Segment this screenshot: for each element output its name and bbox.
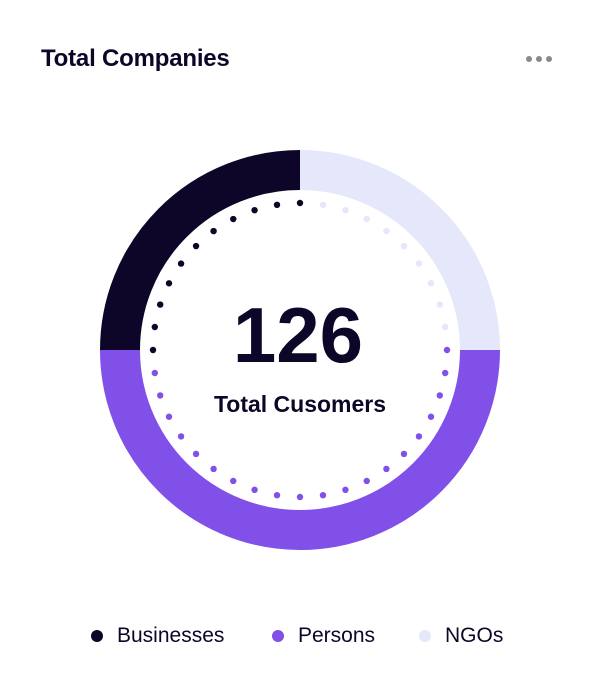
segment-businesses[interactable] xyxy=(100,150,301,351)
ring-dot xyxy=(342,206,349,214)
ring-dot xyxy=(400,242,408,250)
ring-dot xyxy=(177,260,185,267)
ring-dot xyxy=(177,433,185,440)
ring-dot xyxy=(319,201,327,209)
center-value: 126 xyxy=(233,291,363,379)
ring-dot xyxy=(427,280,435,287)
legend-item-businesses[interactable]: Businesses xyxy=(91,624,224,648)
ring-dot xyxy=(230,215,237,223)
ring-dot xyxy=(296,493,304,501)
ring-dot xyxy=(441,323,449,331)
ring-dot xyxy=(342,486,349,494)
ring-dot xyxy=(156,392,164,399)
ring-dot xyxy=(273,201,281,209)
ring-dot xyxy=(319,491,327,499)
segment-ngos[interactable] xyxy=(299,150,500,351)
ring-dot xyxy=(363,477,370,485)
legend-dot xyxy=(419,630,431,642)
legend-item-ngos[interactable]: NGOs xyxy=(419,624,503,648)
more-options-icon[interactable] xyxy=(526,52,554,66)
ring-dot xyxy=(383,227,390,235)
ring-dot xyxy=(383,465,390,473)
ring-dot xyxy=(436,392,444,399)
ring-dot xyxy=(151,323,159,331)
center-label: Total Cusomers xyxy=(214,391,386,417)
legend-label: NGOs xyxy=(445,624,504,647)
legend-item-persons[interactable]: Persons xyxy=(272,624,375,648)
ring-dot xyxy=(415,433,423,440)
ring-dot xyxy=(296,199,304,207)
ring-dot xyxy=(251,206,258,214)
ring-dot xyxy=(273,491,281,499)
card-title: Total Companies xyxy=(41,45,230,72)
ring-dot xyxy=(400,450,408,458)
legend-label: Persons xyxy=(298,624,376,647)
legend: Businesses Persons NGOs xyxy=(0,624,600,654)
ring-dot xyxy=(149,346,157,354)
ring-dot xyxy=(192,450,200,458)
ring-dot xyxy=(156,301,164,308)
ring-dot xyxy=(251,486,258,494)
ring-dot xyxy=(415,260,423,267)
ring-dot xyxy=(165,280,173,287)
legend-dot xyxy=(272,630,284,642)
ring-dot xyxy=(441,369,449,377)
segment-persons[interactable] xyxy=(100,349,500,550)
legend-label: Businesses xyxy=(117,624,225,647)
ring-dot xyxy=(210,465,217,473)
ring-dot xyxy=(363,215,370,223)
ring-dot xyxy=(443,346,451,354)
ring-dot xyxy=(230,477,237,485)
ring-dot xyxy=(151,369,159,377)
ring-dot xyxy=(165,413,173,420)
ring-dot xyxy=(436,301,444,308)
ring-dot xyxy=(210,227,217,235)
ring-dot xyxy=(427,413,435,420)
ring-dot xyxy=(192,242,200,250)
legend-dot xyxy=(91,630,103,642)
